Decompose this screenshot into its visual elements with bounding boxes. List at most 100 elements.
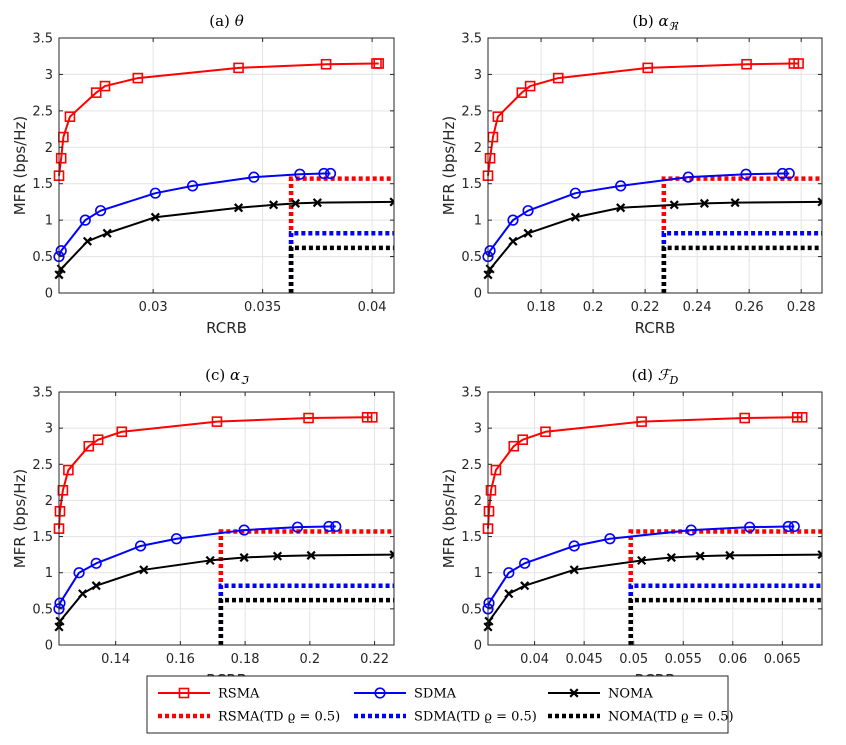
data-point [741, 58, 752, 70]
x-tick-label: 0.04 [520, 652, 549, 667]
axes-frame [58, 37, 395, 294]
data-point [604, 533, 616, 545]
y-tick-label: 0.5 [32, 602, 53, 617]
data-point [788, 520, 800, 533]
data-point [508, 236, 518, 246]
data-point [73, 567, 85, 579]
y-tick-label: 2.5 [32, 458, 53, 473]
legend-item-noma-td: NOMA(TD ϱ = 0.5) [548, 710, 734, 725]
legend-item-rsma-td: RSMA(TD ϱ = 0.5) [158, 710, 340, 725]
axes-frame [58, 391, 395, 646]
td-line-sdma [218, 583, 394, 645]
data-point [389, 550, 394, 560]
data-point [669, 200, 679, 210]
data-point [330, 520, 342, 533]
y-tick-label: 3.5 [32, 32, 53, 47]
y-axis-label: MFR (bps/Hz) [440, 469, 458, 569]
legend-marker [178, 687, 190, 699]
td-line-noma [218, 597, 394, 645]
chart-title-subscript: D [669, 374, 679, 387]
data-point [54, 505, 66, 517]
data-point [636, 416, 647, 427]
data-point [79, 214, 91, 226]
legend: RSMA SDMA NOMA RSMA(TD ϱ = 0.5) SDMA(TD ϱ = … [146, 675, 734, 734]
axes-frame [487, 391, 823, 646]
x-tick-label: 0.035 [244, 300, 281, 315]
data-point [99, 80, 111, 92]
data-point [483, 597, 495, 609]
series-line [58, 416, 373, 529]
x-tick-label: 0.045 [566, 652, 603, 667]
series-line [58, 172, 331, 257]
data-point [540, 426, 551, 438]
data-point [205, 555, 215, 566]
y-tick-label: 2.5 [32, 104, 53, 119]
data-point [485, 485, 497, 496]
y-tick-label: 2.5 [461, 458, 482, 473]
data-point [730, 198, 740, 208]
x-tick-label: 0.28 [787, 300, 816, 315]
data-point [64, 111, 76, 122]
y-tick-label: 0.5 [32, 250, 53, 265]
series-sdma [53, 520, 342, 615]
series-line [58, 525, 336, 610]
x-tick-label: 0.18 [231, 652, 260, 667]
data-point [268, 200, 279, 210]
x-tick-label: 0.06 [718, 652, 747, 667]
chart-title-symbol: α [230, 366, 240, 384]
data-layer [482, 58, 822, 293]
chart-title-prefix: (b) [632, 12, 658, 30]
data-point [132, 72, 144, 84]
x-tick-label: 0.16 [166, 652, 195, 667]
data-point [291, 521, 304, 533]
td-line-noma [628, 597, 822, 645]
data-point [78, 589, 88, 599]
data-point [615, 180, 627, 192]
legend-label: NOMA(TD ϱ = 0.5) [608, 710, 734, 725]
data-point [490, 464, 502, 476]
data-point [725, 550, 735, 560]
series-line [58, 553, 394, 628]
series-sdma [482, 167, 795, 263]
data-point [102, 228, 112, 238]
chart-panel-1: 0.03 0.035 0.04 0 0.5 1 1.5 2 2.5 3 3.5 RCRB MFR (bp… [11, 12, 395, 337]
y-tick-label: 1.5 [32, 177, 53, 192]
data-layer [53, 411, 394, 645]
series-line [487, 172, 790, 257]
chart-panel-2: 0.18 0.2 0.22 0.24 0.26 0.28 0 0.5 1 1.5 2 2.5 3 3.5 R… [440, 12, 823, 337]
legend-label: SDMA [414, 687, 457, 702]
data-layer [482, 411, 822, 645]
data-point [504, 589, 514, 599]
data-point [63, 464, 74, 476]
x-tick-label: 0.065 [764, 652, 801, 667]
y-axis-label: MFR (bps/Hz) [440, 116, 458, 216]
data-point [793, 58, 804, 69]
data-point [569, 187, 582, 199]
axes-frame [487, 37, 823, 294]
data-point [54, 597, 66, 609]
x-tick-label: 0.04 [358, 300, 387, 315]
data-point [739, 412, 750, 424]
chart-title-symbol: θ [235, 12, 244, 30]
data-point [616, 203, 626, 213]
y-tick-label: 0 [45, 639, 53, 654]
series-line [58, 62, 379, 176]
data-point [642, 62, 654, 74]
series-rsma [482, 58, 804, 181]
data-point [552, 72, 564, 84]
data-point [524, 80, 536, 92]
x-tick-label: 0.2 [300, 652, 321, 667]
y-tick-label: 1 [474, 214, 482, 229]
data-point [520, 581, 530, 591]
y-tick-label: 1 [45, 566, 53, 581]
data-point [796, 411, 808, 423]
chart-title: (d) ℱD [632, 366, 679, 387]
y-tick-label: 3 [45, 68, 53, 83]
data-point [294, 168, 306, 180]
y-tick-label: 3 [474, 68, 482, 83]
chart-title-subscript: ℜ [669, 20, 679, 33]
legend-item-noma: NOMA [548, 687, 653, 702]
data-point [744, 521, 756, 533]
x-tick-label: 0.055 [665, 652, 702, 667]
